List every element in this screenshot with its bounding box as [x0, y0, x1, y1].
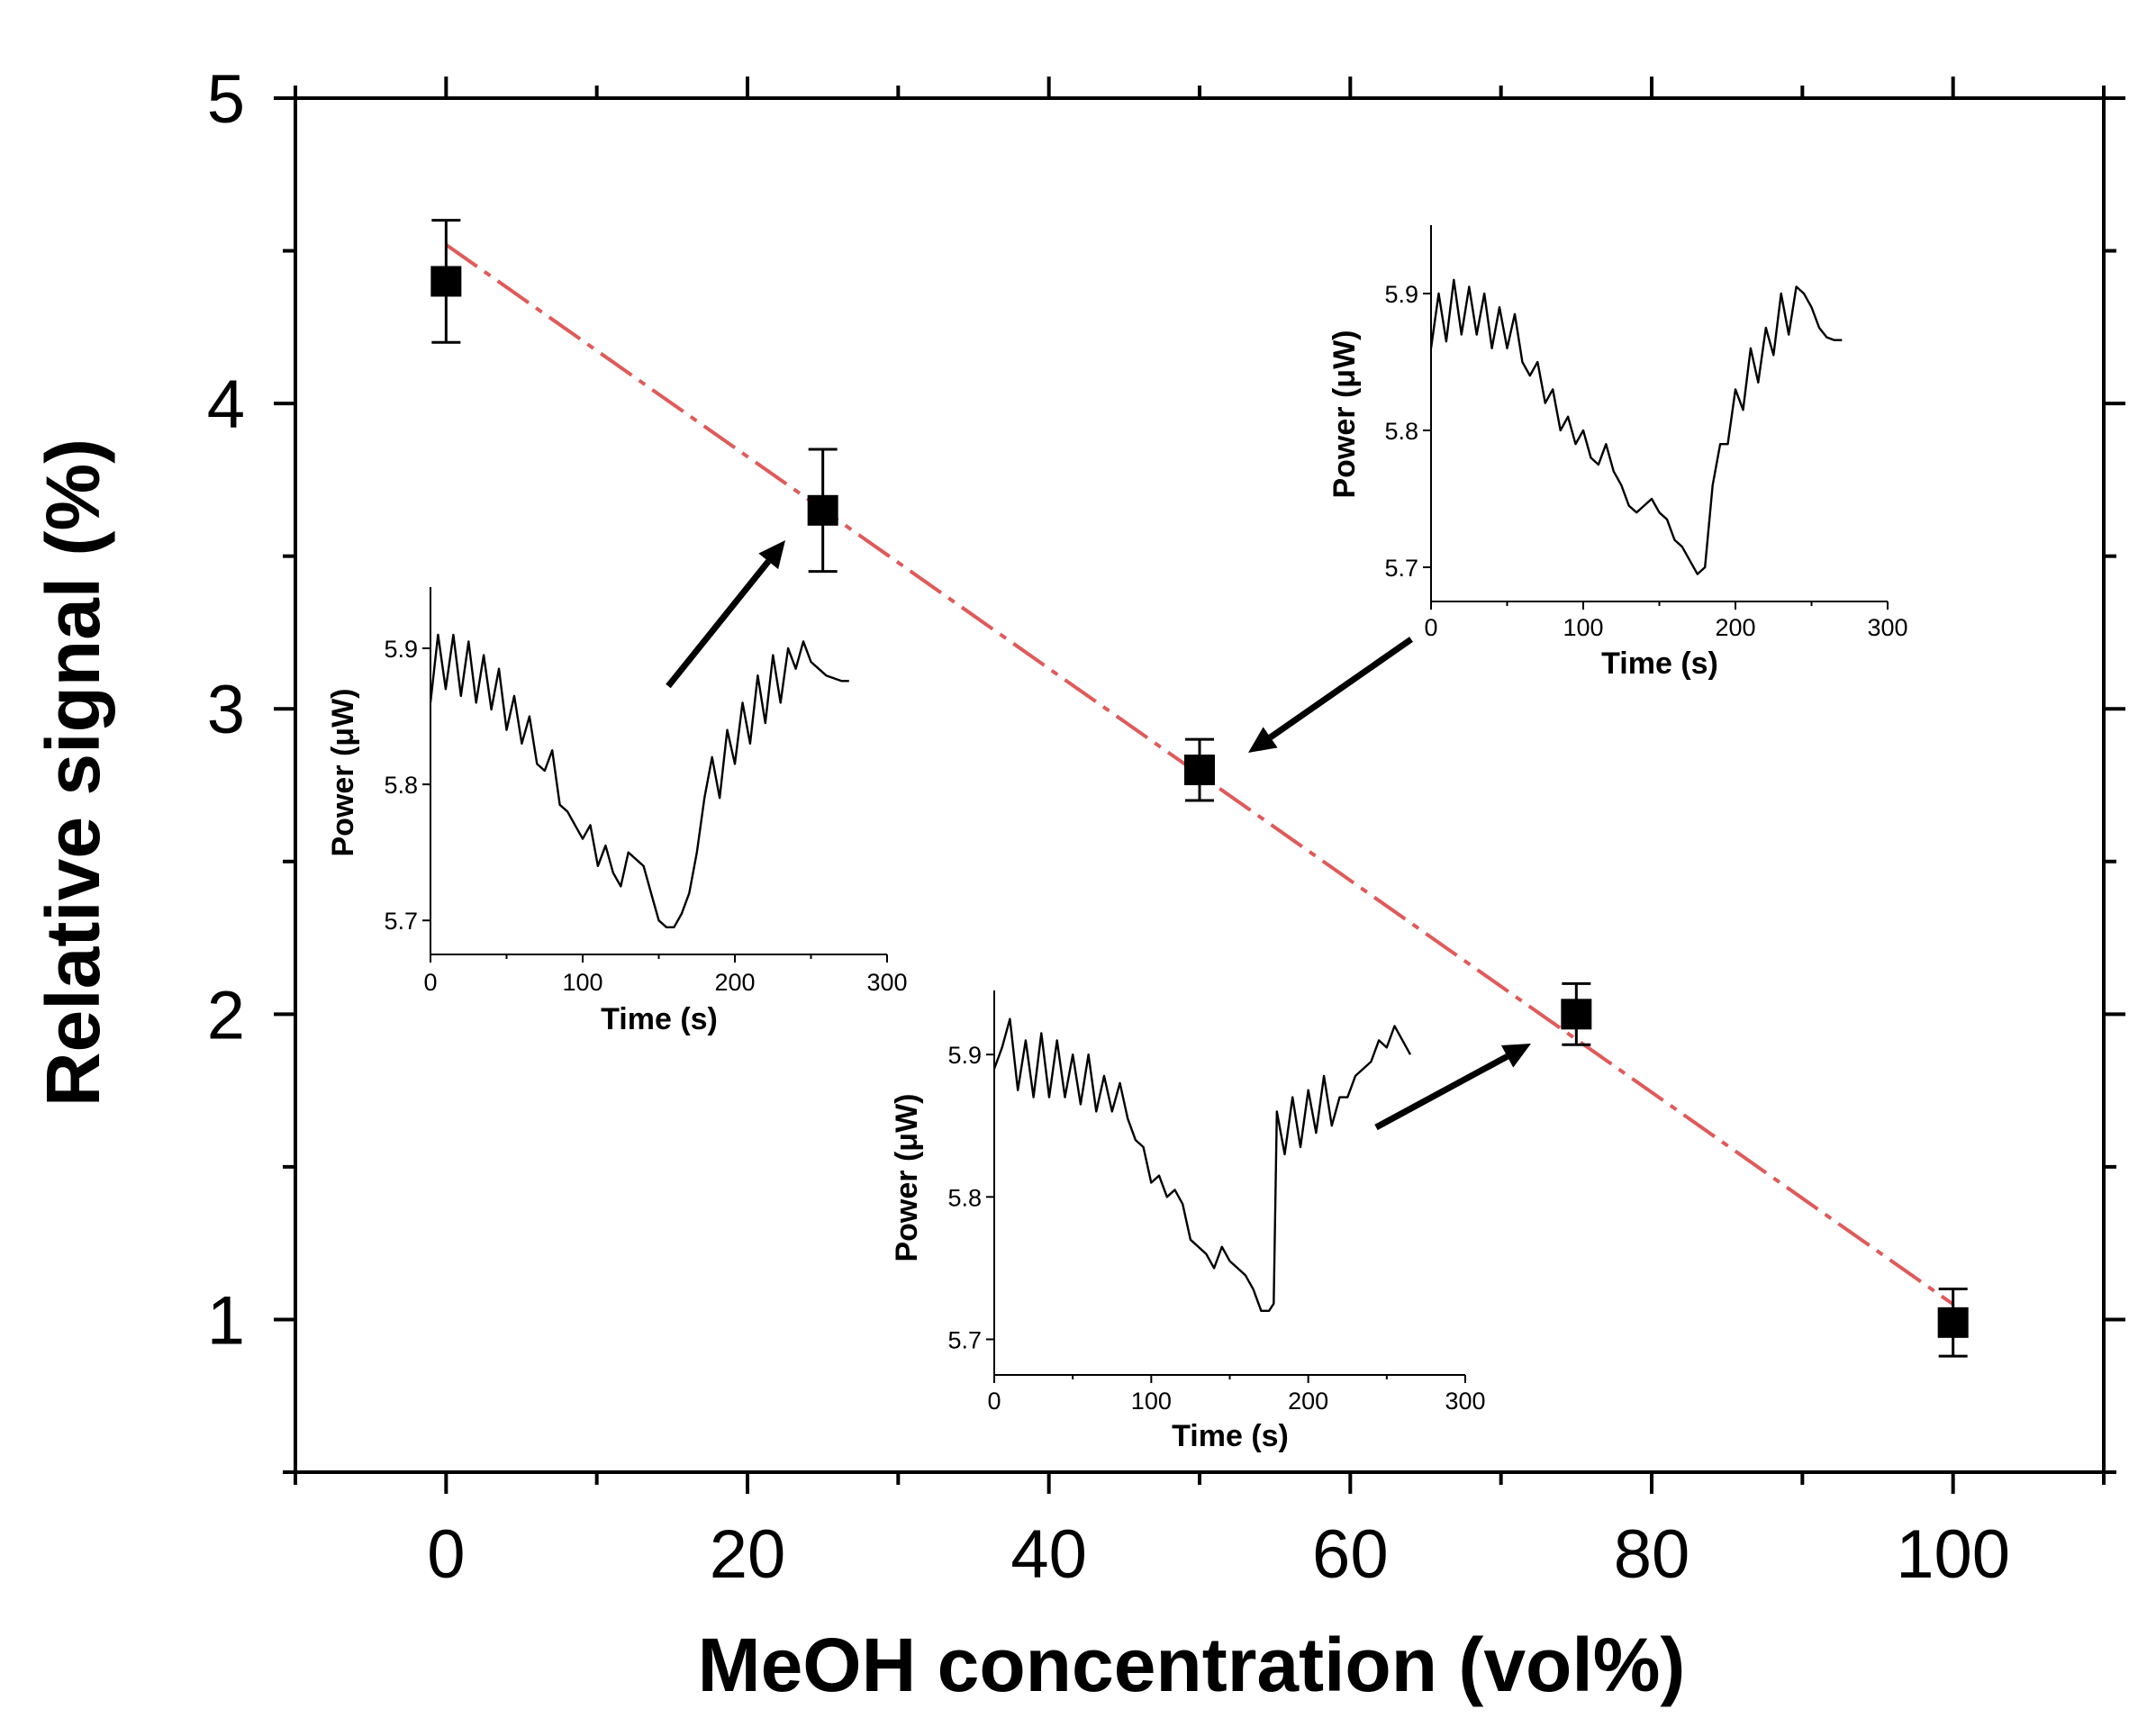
inset-trace — [429, 633, 849, 929]
inset-x-label: Time (s) — [601, 1002, 718, 1036]
x-tick-label: 0 — [427, 1516, 465, 1593]
arrow-head — [1500, 1044, 1531, 1068]
inset-y-label: Power (μW) — [890, 1093, 924, 1261]
x-axis-label: MeOH concentration (vol%) — [698, 1623, 1686, 1707]
arrow-shaft — [1268, 637, 1413, 740]
inset-x-label: Time (s) — [1601, 646, 1718, 681]
data-point — [1184, 755, 1215, 786]
inset-25: 0 100 200 300 5.7 5.8 5.9 Time (s) Power (μW) — [326, 587, 908, 1036]
data-point — [1937, 1307, 1969, 1338]
inset-y-tick-label: 5.9 — [1384, 281, 1418, 308]
inset-x-tick-label: 100 — [1563, 614, 1603, 641]
insets: 0 100 200 300 5.7 5.8 5.9 Time (s) Power (μW) 0 10… — [326, 225, 1908, 1453]
inset-y-tick-label: 5.7 — [947, 1326, 982, 1353]
inset-y-tick-label: 5.9 — [384, 636, 418, 663]
inset-y-label: Power (μW) — [1327, 330, 1362, 498]
y-tick-label: 5 — [207, 61, 245, 138]
y-axis-label: Relative signal (%) — [31, 439, 115, 1107]
y-tick-label: 1 — [207, 1282, 245, 1359]
inset-x-tick-label: 300 — [1867, 614, 1907, 641]
inset-x-tick-label: 300 — [1445, 1388, 1485, 1415]
main-axes: 0 20 40 60 80 100 1 2 3 4 5 — [207, 61, 2125, 1593]
inset-x-tick-label: 200 — [714, 969, 755, 996]
inset-x-tick-label: 0 — [423, 969, 437, 996]
inset-y-tick-label: 5.7 — [384, 908, 418, 935]
data-points — [430, 219, 1969, 1358]
inset-75: 0 100 200 300 5.7 5.8 5.9 Time (s) Power (μW) — [890, 990, 1486, 1453]
data-point — [1561, 999, 1592, 1030]
inset-x-tick-label: 100 — [1131, 1388, 1172, 1415]
x-tick-label: 40 — [1010, 1516, 1087, 1593]
data-point — [807, 494, 838, 526]
inset-y-tick-label: 5.8 — [947, 1184, 982, 1211]
inset-x-label: Time (s) — [1172, 1419, 1289, 1453]
annotation-arrows — [666, 540, 1531, 1131]
inset-trace — [1429, 278, 1843, 575]
inset-x-tick-label: 200 — [1288, 1388, 1328, 1415]
y-tick-label: 4 — [207, 366, 245, 443]
fit-line — [445, 243, 1954, 1307]
inset-trace — [992, 1017, 1412, 1313]
inset-x-tick-label: 200 — [1715, 614, 1755, 641]
inset-y-label: Power (μW) — [326, 688, 360, 856]
data-point — [430, 266, 462, 297]
y-tick-label: 2 — [207, 977, 245, 1053]
inset-y-tick-label: 5.8 — [1384, 418, 1418, 445]
fit-line-segment — [445, 243, 1954, 1307]
inset-x-tick-label: 100 — [562, 969, 602, 996]
arrow-head — [758, 540, 785, 570]
y-tick-label: 3 — [207, 672, 245, 748]
inset-x-tick-label: 300 — [866, 969, 907, 996]
x-tick-label: 80 — [1614, 1516, 1690, 1593]
x-tick-label: 100 — [1896, 1516, 2010, 1593]
inset-x-tick-label: 0 — [1424, 614, 1437, 641]
inset-y-tick-label: 5.7 — [1384, 555, 1418, 582]
inset-x-tick-label: 0 — [987, 1388, 1001, 1415]
inset-y-tick-label: 5.9 — [947, 1042, 982, 1069]
inset-y-tick-label: 5.8 — [384, 772, 418, 799]
x-tick-label: 60 — [1312, 1516, 1389, 1593]
x-tick-label: 20 — [710, 1516, 786, 1593]
arrow-shaft — [666, 559, 771, 689]
arrow-head — [1248, 727, 1278, 753]
inset-50: 0 100 200 300 5.7 5.8 5.9 Time (s) Power (μW) — [1327, 225, 1908, 681]
arrow-shaft — [1374, 1053, 1509, 1131]
